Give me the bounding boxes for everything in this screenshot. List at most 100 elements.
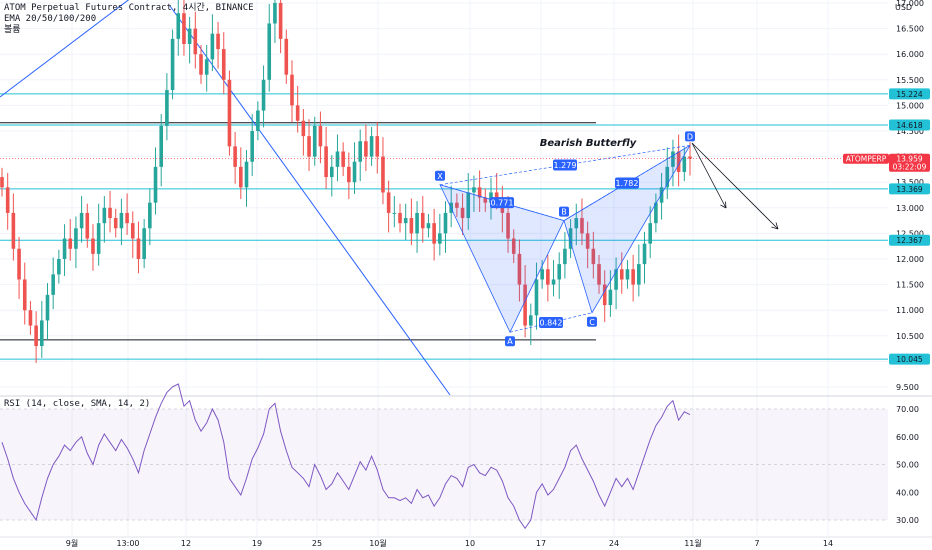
volume-indicator-label[interactable]: 볼륨 <box>4 25 21 35</box>
time-tick-label: 12 <box>181 539 191 548</box>
time-tick-label: 10 <box>465 539 475 548</box>
projection-arrows[interactable] <box>691 142 779 230</box>
candle-body <box>148 202 152 229</box>
level-tag-label: 10.045 <box>896 355 922 364</box>
candle-body <box>580 218 584 234</box>
candle-body <box>563 248 567 265</box>
candle-body <box>546 269 550 285</box>
ratio-line-xb[interactable] <box>439 184 565 221</box>
candle-body <box>176 13 181 39</box>
projection-arrowhead-1 <box>720 201 727 209</box>
ratio-label-box <box>553 159 577 171</box>
trend-line-falling[interactable] <box>169 5 451 396</box>
candle-body <box>341 151 345 167</box>
candle-body <box>654 202 658 224</box>
ratio-label: 0.771 <box>491 199 514 208</box>
candle-body <box>17 248 21 280</box>
candle-body <box>256 110 260 131</box>
candle-body <box>534 279 539 316</box>
chart-legend[interactable]: ATOM Perpetual Futures Contract, 4시간, BI… <box>4 3 254 36</box>
candle-body <box>142 228 146 259</box>
candle-body <box>85 212 90 239</box>
horizontal-levels[interactable] <box>0 93 888 360</box>
candle-body <box>614 269 618 290</box>
rsi-indicator-label[interactable]: RSI (14, close, SMA, 14, 2) <box>4 399 151 409</box>
candle-body <box>233 146 237 167</box>
trend-line-rising[interactable] <box>0 0 168 98</box>
candle-body <box>153 166 158 203</box>
current-price-value: 13.959 <box>896 155 922 164</box>
candle-body <box>494 192 499 198</box>
candle-body <box>187 28 192 44</box>
pattern-point-label: B <box>561 208 567 217</box>
candle-body <box>210 33 215 60</box>
price-tick-label: 10.500 <box>896 332 924 341</box>
ratio-line-bd[interactable] <box>563 145 691 221</box>
ratio-label-box <box>615 177 639 189</box>
pattern-point-marker <box>685 131 695 142</box>
candle-body <box>443 212 448 234</box>
projection-arrow-1[interactable] <box>691 142 727 209</box>
candle-body <box>364 141 368 157</box>
time-tick-label: 24 <box>609 539 619 548</box>
trend-lines[interactable] <box>0 0 451 396</box>
candle-body <box>398 212 402 224</box>
candle-body <box>250 131 254 162</box>
current-symbol-label: ATOMPERP <box>846 155 887 164</box>
candle-body <box>375 136 380 157</box>
price-tick-label: 13.500 <box>896 178 924 187</box>
level-tag-label: 14.618 <box>896 121 922 130</box>
candles <box>0 0 692 363</box>
candle-body <box>432 223 436 244</box>
projection-arrow-2[interactable] <box>691 142 779 230</box>
candle-body <box>637 264 641 285</box>
pattern-point-marker <box>505 336 515 347</box>
candle-body <box>335 151 340 167</box>
candle-body <box>568 228 573 249</box>
price-axis[interactable]: 17.00016.50016.00015.50015.00014.50014.0… <box>889 0 930 525</box>
candle-body <box>460 207 465 219</box>
candle-body <box>307 136 311 157</box>
candle-body <box>290 74 294 106</box>
candle-body <box>438 233 442 244</box>
candle-body <box>45 294 50 321</box>
candle-body <box>204 59 209 75</box>
ratio-label: 0.842 <box>540 318 563 327</box>
candle-body <box>312 125 317 157</box>
candle-body <box>278 3 283 39</box>
candle-body <box>227 79 232 147</box>
candle-body <box>244 161 249 188</box>
candle-body <box>239 166 243 188</box>
pattern-point-marker <box>435 170 445 181</box>
candle-body <box>96 223 101 254</box>
candle-body <box>369 136 374 157</box>
time-tick-label: 11월 <box>684 538 702 548</box>
candle-body <box>5 187 10 213</box>
candle-body <box>659 187 664 203</box>
rsi-line <box>1 383 691 530</box>
price-tick-label: 15.000 <box>896 101 924 110</box>
candle-body <box>51 274 55 295</box>
candle-body <box>381 156 385 193</box>
projection-arrowhead-2 <box>771 222 779 230</box>
ema-indicator-label[interactable]: EMA 20/50/100/200 <box>4 14 97 24</box>
symbol-title: ATOM Perpetual Futures Contract, 4시간, BI… <box>4 3 254 13</box>
candle-body <box>324 146 328 178</box>
candle-body <box>62 238 67 259</box>
candle-body <box>91 238 95 254</box>
time-axis[interactable]: 9월 13:00 12 19 25 10월 10 17 24 11월 7 14 <box>66 538 833 548</box>
candle-body <box>0 177 4 188</box>
candle-body <box>267 23 272 80</box>
time-tick-label: 7 <box>754 539 759 548</box>
candle-body <box>426 223 431 229</box>
candle-body <box>506 212 510 239</box>
candle-body <box>386 192 391 213</box>
candle-body <box>483 197 488 203</box>
candle-body <box>631 269 635 285</box>
price-tick-label: 14.500 <box>896 127 924 136</box>
butterfly-pattern[interactable]: X A B C D 0.771 0.842 1.279 1.782 Bearish Butterf… <box>435 131 695 347</box>
time-tick-label: 19 <box>252 539 262 548</box>
candle-body <box>199 54 203 75</box>
